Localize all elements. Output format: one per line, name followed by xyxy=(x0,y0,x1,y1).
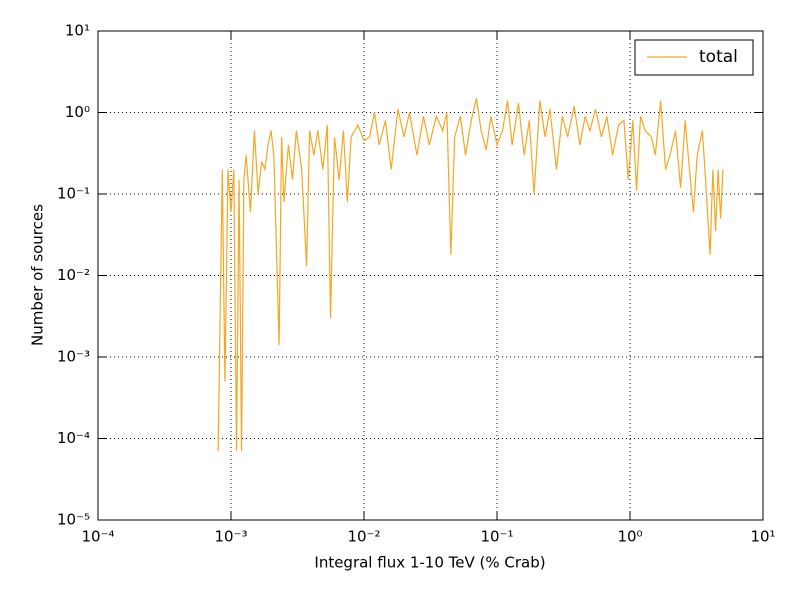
plot-frame xyxy=(97,30,764,521)
x-tick-label: 10⁻¹ xyxy=(480,528,513,546)
x-axis-label: Integral flux 1-10 TeV (% Crab) xyxy=(314,554,545,572)
x-tick-label: 10¹ xyxy=(750,528,775,546)
y-tick-label: 10⁻⁵ xyxy=(57,511,90,529)
data-line xyxy=(217,98,724,452)
y-tick-label: 10⁻³ xyxy=(57,348,90,366)
y-tick-label: 10¹ xyxy=(65,22,90,40)
y-tick-label: 10⁻¹ xyxy=(57,185,90,203)
legend-label: total xyxy=(699,47,738,67)
y-tick-label: 10⁻⁴ xyxy=(57,429,90,447)
x-tick-label: 10⁻³ xyxy=(214,528,247,546)
x-tick-label: 10⁰ xyxy=(617,528,642,546)
y-axis-label: Number of sources xyxy=(29,204,47,346)
x-tick-label: 10⁻⁴ xyxy=(81,528,114,546)
x-tick-label: 10⁻² xyxy=(347,528,380,546)
y-tick-label: 10⁻² xyxy=(57,266,90,284)
y-tick-label: 10⁰ xyxy=(65,103,90,121)
